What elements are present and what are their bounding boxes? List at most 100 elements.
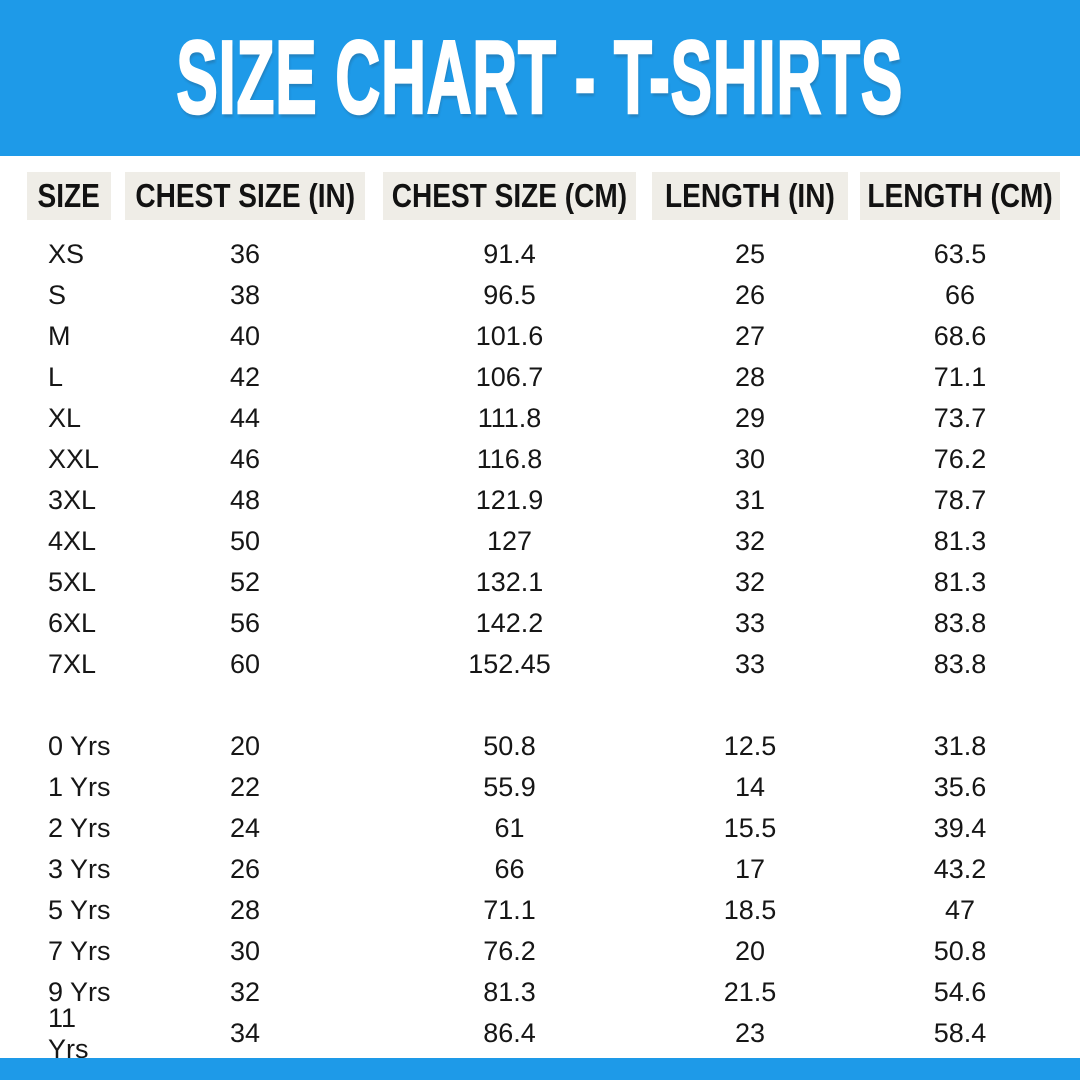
table-row: 5 Yrs 28 71.1 18.5 47 xyxy=(27,890,1080,931)
chest-cm-cell: 71.1 xyxy=(483,895,536,925)
size-cell: 11 Yrs xyxy=(48,1002,89,1064)
chest-in-cell: 20 xyxy=(229,731,261,761)
length-in-cell: 31 xyxy=(734,485,766,515)
length-cm-cell: 47 xyxy=(944,895,976,925)
size-cell: 7 Yrs xyxy=(48,936,111,966)
length-in-cell: 26 xyxy=(734,280,766,310)
size-cell: 0 Yrs xyxy=(48,731,111,761)
length-cm-cell: 83.8 xyxy=(933,608,987,638)
chest-in-cell: 42 xyxy=(229,362,261,392)
length-in-cell: 18.5 xyxy=(723,895,777,925)
chest-in-cell: 44 xyxy=(229,403,261,433)
length-cm-cell: 81.3 xyxy=(933,567,987,597)
length-cm-cell: 66 xyxy=(944,280,976,310)
length-cm-cell: 83.8 xyxy=(933,649,987,679)
length-cm-cell: 78.7 xyxy=(933,485,987,515)
size-cell: S xyxy=(48,280,67,310)
column-header-length-in: LENGTH (IN) xyxy=(652,172,848,220)
chest-in-cell: 26 xyxy=(229,854,261,884)
table-row: 4XL 50 127 32 81.3 xyxy=(27,521,1080,562)
size-cell: XL xyxy=(48,403,82,433)
size-chart-table: SIZE CHEST SIZE (IN) CHEST SIZE (CM) LEN… xyxy=(27,172,1080,1064)
table-row: 3 Yrs 26 66 17 43.2 xyxy=(27,849,1080,890)
chest-in-cell: 46 xyxy=(229,444,261,474)
size-cell: XS xyxy=(48,239,85,269)
size-cell: 1 Yrs xyxy=(48,772,111,802)
chest-cm-cell: 66 xyxy=(494,854,525,884)
chest-cm-cell: 111.8 xyxy=(477,403,542,433)
length-cm-cell: 54.6 xyxy=(933,977,987,1007)
table-row: 7XL 60 152.45 33 83.8 xyxy=(27,644,1080,685)
length-cm-cell: 71.1 xyxy=(933,362,987,392)
column-header-chest-cm: CHEST SIZE (CM) xyxy=(383,172,636,220)
size-cell: 2 Yrs xyxy=(48,813,111,843)
column-header-size: SIZE xyxy=(27,172,111,220)
table-row: S 38 96.5 26 66 xyxy=(27,275,1080,316)
size-cell: XXL xyxy=(48,444,100,474)
kids-sizes-group: 0 Yrs 20 50.8 12.5 31.8 1 Yrs 22 55.9 14 35.6 2 Yr… xyxy=(27,726,1080,1064)
length-in-cell: 33 xyxy=(734,649,766,679)
length-in-cell: 32 xyxy=(734,567,766,597)
table-row: XL 44 111.8 29 73.7 xyxy=(27,398,1080,439)
size-cell: 4XL xyxy=(48,526,97,556)
length-cm-cell: 58.4 xyxy=(933,1018,987,1048)
table-row: L 42 106.7 28 71.1 xyxy=(27,357,1080,398)
size-cell: 5XL xyxy=(48,567,97,597)
chest-cm-cell: 55.9 xyxy=(483,772,536,802)
length-cm-cell: 31.8 xyxy=(933,731,987,761)
size-cell: 7XL xyxy=(48,649,97,679)
chest-cm-cell: 116.8 xyxy=(476,444,543,474)
length-in-cell: 33 xyxy=(734,608,766,638)
length-cm-cell: 43.2 xyxy=(933,854,987,884)
chest-in-cell: 52 xyxy=(229,567,261,597)
chest-cm-cell: 127 xyxy=(486,526,533,556)
table-row: 3XL 48 121.9 31 78.7 xyxy=(27,480,1080,521)
length-in-cell: 30 xyxy=(734,444,766,474)
length-in-cell: 21.5 xyxy=(723,977,777,1007)
size-cell: 3XL xyxy=(48,485,97,515)
chest-in-cell: 48 xyxy=(229,485,261,515)
length-cm-cell: 50.8 xyxy=(933,936,987,966)
table-row: XXL 46 116.8 30 76.2 xyxy=(27,439,1080,480)
length-in-cell: 17 xyxy=(734,854,766,884)
table-row: 9 Yrs 32 81.3 21.5 54.6 xyxy=(27,972,1080,1013)
table-row: 2 Yrs 24 61 15.5 39.4 xyxy=(27,808,1080,849)
chest-cm-cell: 86.4 xyxy=(483,1018,536,1048)
chest-cm-cell: 76.2 xyxy=(483,936,536,966)
chest-in-cell: 40 xyxy=(229,321,261,351)
chest-cm-cell: 152.45 xyxy=(468,649,551,679)
chest-cm-cell: 121.9 xyxy=(475,485,544,515)
chest-in-cell: 34 xyxy=(229,1018,261,1048)
chest-cm-cell: 142.2 xyxy=(475,608,544,638)
table-row: 5XL 52 132.1 32 81.3 xyxy=(27,562,1080,603)
chest-in-cell: 56 xyxy=(229,608,261,638)
table-row: 0 Yrs 20 50.8 12.5 31.8 xyxy=(27,726,1080,767)
chest-in-cell: 60 xyxy=(229,649,261,679)
size-cell: M xyxy=(48,321,71,351)
chest-cm-cell: 81.3 xyxy=(483,977,536,1007)
length-in-cell: 12.5 xyxy=(723,731,777,761)
adult-sizes-group: XS 36 91.4 25 63.5 S 38 96.5 26 66 M 40 101.6 27 68.6 L… xyxy=(27,234,1080,685)
length-in-cell: 15.5 xyxy=(723,813,777,843)
length-in-cell: 27 xyxy=(734,321,766,351)
length-in-cell: 29 xyxy=(734,403,766,433)
group-spacer xyxy=(27,685,1080,726)
bottom-accent-bar xyxy=(0,1058,1080,1080)
length-in-cell: 28 xyxy=(734,362,766,392)
table-row: M 40 101.6 27 68.6 xyxy=(27,316,1080,357)
size-cell: 5 Yrs xyxy=(48,895,111,925)
length-cm-cell: 35.6 xyxy=(933,772,987,802)
chest-cm-cell: 91.4 xyxy=(483,239,536,269)
length-cm-cell: 76.2 xyxy=(933,444,987,474)
page-title: SIZE CHART - T-SHIRTS xyxy=(176,18,904,137)
chest-cm-cell: 61 xyxy=(494,813,525,843)
length-cm-cell: 39.4 xyxy=(933,813,987,843)
chest-cm-cell: 101.6 xyxy=(475,321,544,351)
size-cell: L xyxy=(48,362,64,392)
length-cm-cell: 73.7 xyxy=(933,403,987,433)
column-header-length-cm: LENGTH (CM) xyxy=(860,172,1060,220)
table-header-row: SIZE CHEST SIZE (IN) CHEST SIZE (CM) LEN… xyxy=(27,172,1080,220)
table-row: 1 Yrs 22 55.9 14 35.6 xyxy=(27,767,1080,808)
chest-cm-cell: 132.1 xyxy=(475,567,544,597)
length-in-cell: 32 xyxy=(734,526,766,556)
